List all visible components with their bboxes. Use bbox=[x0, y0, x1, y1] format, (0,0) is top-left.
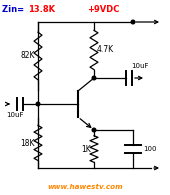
Circle shape bbox=[131, 20, 135, 24]
Text: 82K: 82K bbox=[21, 51, 35, 60]
Circle shape bbox=[92, 128, 96, 132]
Text: 10uF: 10uF bbox=[131, 63, 149, 69]
Text: 10uF: 10uF bbox=[6, 112, 24, 118]
Text: 100: 100 bbox=[143, 146, 157, 152]
Text: 18K: 18K bbox=[21, 138, 35, 147]
Circle shape bbox=[36, 102, 40, 106]
Text: 1K: 1K bbox=[81, 144, 91, 153]
Text: www.hawestv.com: www.hawestv.com bbox=[47, 184, 123, 190]
Text: Zin=: Zin= bbox=[2, 5, 27, 14]
Text: +9VDC: +9VDC bbox=[87, 5, 119, 14]
Circle shape bbox=[92, 76, 96, 80]
Text: 4.7K: 4.7K bbox=[97, 45, 114, 54]
Text: 13.8K: 13.8K bbox=[28, 5, 55, 14]
